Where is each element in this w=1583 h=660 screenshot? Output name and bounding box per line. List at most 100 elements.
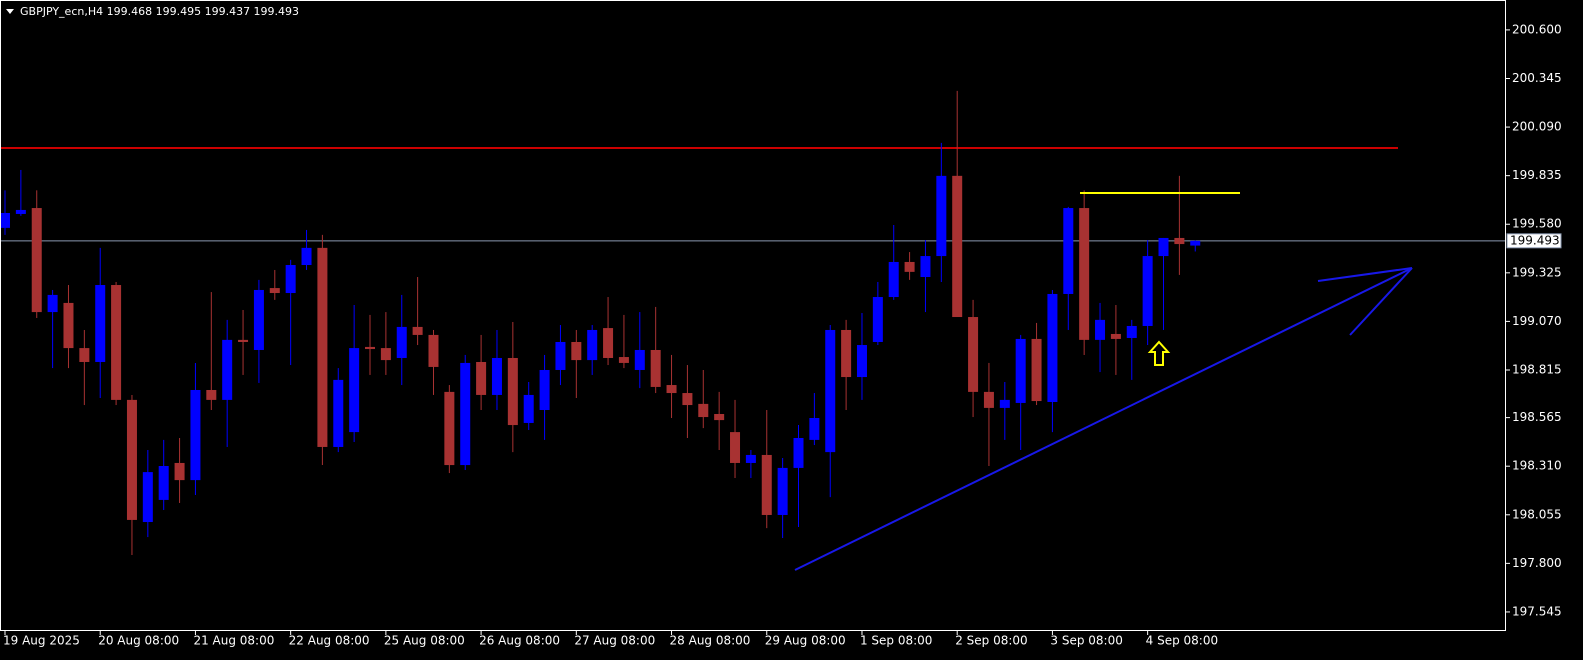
candle-body	[1063, 208, 1074, 294]
candle-body	[872, 297, 883, 342]
x-tick-label: 25 Aug 08:00	[384, 634, 465, 648]
candle-body	[968, 317, 979, 392]
candle-body	[31, 208, 42, 313]
candle-body	[856, 345, 867, 378]
y-tick-label: 198.565	[1512, 410, 1562, 424]
current-price-label: 199.493	[1510, 233, 1560, 247]
candle-body	[888, 261, 899, 298]
candle-body	[111, 285, 122, 400]
plot-frame	[0, 0, 1506, 631]
trend-arrow	[1349, 267, 1413, 336]
candle-body	[952, 175, 963, 318]
candle-body	[1095, 319, 1106, 340]
candle-body	[983, 391, 994, 408]
candle-body	[507, 357, 518, 426]
y-tick-label: 199.325	[1512, 265, 1562, 279]
candle-body	[126, 399, 137, 520]
candle-body	[666, 385, 677, 394]
candle-body	[714, 413, 725, 421]
candle-body	[571, 341, 582, 361]
y-tick-label: 200.345	[1512, 71, 1562, 85]
candle-body	[365, 346, 376, 350]
y-tick-label: 197.545	[1512, 604, 1562, 618]
plot-area	[0, 90, 1505, 555]
y-tick-label: 198.310	[1512, 459, 1562, 473]
candle-body	[936, 175, 947, 257]
candle-body	[539, 369, 550, 410]
x-tick-label: 19 Aug 2025	[3, 634, 80, 648]
x-tick-label: 22 Aug 08:00	[289, 634, 370, 648]
candle-body	[285, 265, 296, 294]
candle-body	[920, 256, 931, 278]
current-price-box	[1506, 233, 1562, 249]
candle-body	[809, 417, 820, 440]
y-tick-label: 200.090	[1512, 120, 1562, 134]
x-tick-label: 4 Sep 08:00	[1146, 634, 1218, 648]
candle-body	[730, 432, 741, 463]
candle-body	[761, 454, 772, 515]
candle-body	[745, 454, 756, 463]
x-tick-label: 29 Aug 08:00	[765, 634, 846, 648]
candle-body	[1031, 338, 1042, 402]
candle-body	[222, 339, 233, 400]
trend-arrow	[1317, 267, 1413, 282]
candle-body	[428, 334, 439, 367]
up-arrow	[1147, 340, 1171, 366]
candle-body	[79, 348, 90, 362]
x-tick-label: 1 Sep 08:00	[860, 634, 932, 648]
candle-body	[396, 326, 407, 358]
candle-body	[174, 462, 185, 481]
candle-body	[1174, 237, 1185, 245]
candle-body	[650, 349, 661, 387]
candle-body	[904, 261, 915, 272]
candle-body	[1126, 325, 1137, 338]
y-tick-label: 199.835	[1512, 168, 1562, 182]
y-tick-label: 198.055	[1512, 507, 1562, 521]
candle-body	[380, 348, 391, 361]
candle-body	[269, 288, 280, 294]
candle-body	[333, 379, 344, 447]
candle-body	[15, 209, 26, 214]
candle-body	[634, 349, 645, 370]
candle-body	[698, 403, 709, 418]
x-tick-label: 2 Sep 08:00	[955, 634, 1027, 648]
candle-body	[682, 393, 693, 406]
candle-body	[47, 294, 58, 313]
candle-body	[95, 285, 106, 362]
y-tick-label: 199.580	[1512, 217, 1562, 231]
candle-body	[999, 399, 1010, 408]
candle-body	[1190, 240, 1201, 246]
candle-body	[825, 329, 836, 453]
candle-body	[317, 247, 328, 447]
candle-body	[190, 389, 201, 481]
candle-body	[603, 328, 614, 358]
y-tick-label: 199.070	[1512, 314, 1562, 328]
chart-title: GBPJPY_ecn,H4 199.468 199.495 199.437 19…	[20, 5, 299, 18]
candle-body	[142, 472, 153, 523]
candle-body	[412, 326, 423, 335]
candle-body	[63, 302, 74, 349]
candle-body	[238, 339, 249, 342]
candle-body	[618, 357, 629, 363]
x-tick-label: 21 Aug 08:00	[193, 634, 274, 648]
candle-body	[793, 438, 804, 468]
candle-body	[158, 466, 169, 500]
candle-body	[1079, 208, 1090, 340]
candle-body	[460, 362, 471, 466]
candle-body	[587, 329, 598, 361]
candle-body	[1142, 256, 1153, 326]
candle-body	[444, 391, 455, 466]
candle-body	[301, 247, 312, 266]
trend-line	[794, 267, 1413, 571]
candle-body	[206, 389, 217, 400]
candle-body	[1110, 333, 1121, 339]
y-tick-label: 200.600	[1512, 22, 1562, 36]
x-tick-label: 3 Sep 08:00	[1050, 634, 1122, 648]
candle-body	[0, 213, 10, 228]
candle-body	[555, 341, 566, 370]
candle-body	[1158, 237, 1169, 257]
x-tick-label: 26 Aug 08:00	[479, 634, 560, 648]
candle-body	[841, 329, 852, 378]
